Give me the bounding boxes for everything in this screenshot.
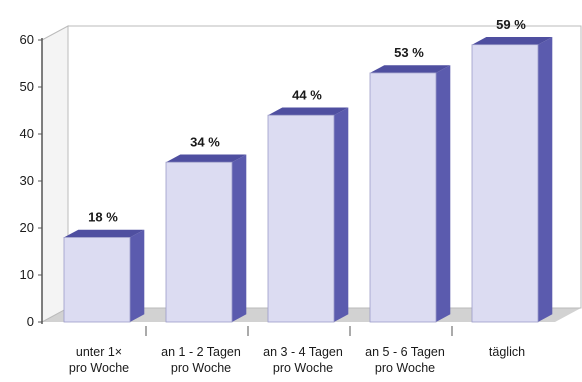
y-tick-label: 20 (20, 220, 34, 235)
y-axis: 0 10 20 30 40 50 60 (20, 32, 42, 329)
x-category-label: an 1 - 2 Tagen (161, 345, 241, 359)
x-category-label: täglich (489, 345, 525, 359)
bar-side (538, 37, 553, 322)
x-category-label: unter 1× (76, 345, 122, 359)
data-label: 18 % (88, 210, 118, 225)
x-axis-labels: unter 1× pro Woche an 1 - 2 Tagen pro Woche… (69, 326, 525, 375)
data-label: 34 % (190, 135, 220, 150)
x-category-label: pro Woche (69, 361, 129, 375)
bar-top (268, 107, 349, 116)
bar (369, 65, 451, 323)
x-category-label: an 5 - 6 Tagen (365, 345, 445, 359)
y-tick-label: 40 (20, 126, 34, 141)
y-tick-label: 50 (20, 79, 34, 94)
y-tick-label: 10 (20, 267, 34, 282)
x-category-label: pro Woche (273, 361, 333, 375)
y-tick-label: 0 (27, 314, 34, 329)
bar (267, 107, 349, 323)
bar-side (130, 229, 145, 322)
bar-top (64, 229, 145, 238)
bar-side (232, 154, 247, 322)
data-label: 59 % (496, 17, 526, 32)
x-category-label: pro Woche (171, 361, 231, 375)
y-tick-label: 60 (20, 32, 34, 47)
bar (165, 154, 247, 323)
bar (63, 229, 145, 323)
bar-front (165, 161, 233, 323)
bar-top (166, 154, 247, 163)
bar-front (267, 114, 335, 323)
x-category-label: an 3 - 4 Tagen (263, 345, 343, 359)
data-label: 44 % (292, 88, 322, 103)
data-label: 53 % (394, 45, 424, 60)
bar-front (63, 236, 131, 323)
bars: 18 % 34 % 44 % 53 % 59 % (63, 17, 553, 323)
bar-side (334, 107, 349, 322)
bar (471, 37, 553, 323)
bar-front (369, 72, 437, 323)
bar-top (370, 65, 451, 73)
bar-side (436, 65, 451, 322)
y-tick-label: 30 (20, 173, 34, 188)
bar-front (471, 44, 539, 323)
x-category-label: pro Woche (375, 361, 435, 375)
bar-top (472, 37, 553, 45)
